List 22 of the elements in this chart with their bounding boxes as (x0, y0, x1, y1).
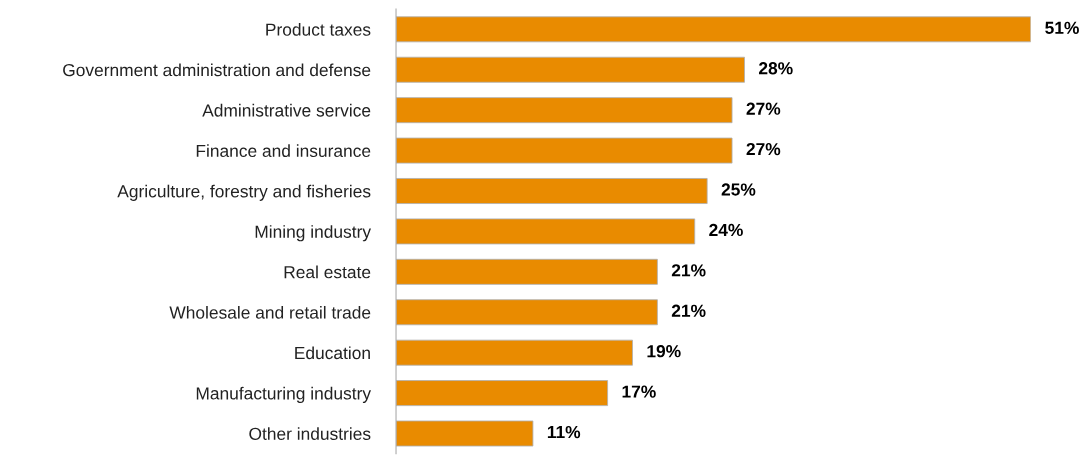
data-label: 51% (1045, 21, 1079, 34)
data-label: 27% (746, 102, 781, 115)
data-label: 28% (758, 62, 793, 75)
y-tick-label: Government administration and defense (63, 63, 371, 77)
data-label: 21% (671, 304, 706, 317)
y-tick-label: Mining industry (255, 225, 371, 242)
data-label: 21% (671, 264, 706, 277)
data-label: 19% (647, 345, 681, 358)
y-tick-label: Other industries (249, 427, 371, 440)
data-label: 24% (709, 223, 743, 237)
data-label: 17% (622, 385, 656, 398)
y-tick-label: Administrative service (202, 103, 371, 117)
y-tick-label: Real estate (284, 265, 371, 279)
y-tick-label: Education (295, 346, 370, 360)
y-tick-label: Agriculture, forestry and fisheries (117, 184, 371, 201)
data-label: 11% (547, 425, 581, 439)
y-tick-label: Manufacturing industry (196, 386, 372, 403)
y-tick-label: Wholesale and retail trade (169, 305, 371, 319)
y-tick-label: Product taxes (266, 23, 371, 36)
data-label: 27% (746, 142, 781, 156)
y-tick-label: Finance and insurance (196, 144, 371, 158)
data-label: 25% (721, 183, 756, 196)
